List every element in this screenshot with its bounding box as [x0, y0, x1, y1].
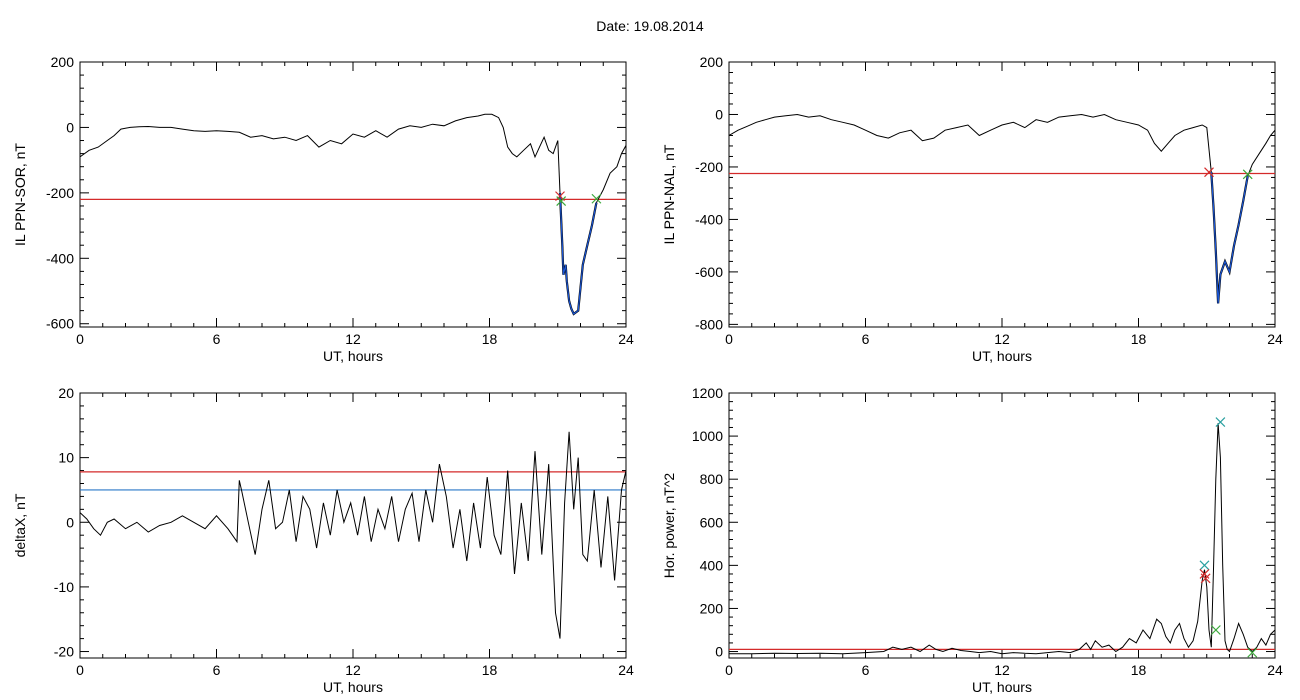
marker-stroke	[1242, 169, 1253, 180]
y-tick-label: 1000	[692, 428, 723, 444]
marker-stroke	[1199, 560, 1210, 571]
y-tick-label: -400	[46, 250, 74, 266]
marker-stroke	[1247, 647, 1258, 658]
data-series-line	[80, 113, 561, 193]
plot-frame	[728, 392, 1276, 659]
marker-stroke	[1215, 417, 1226, 428]
x-tick-label: 0	[725, 662, 733, 678]
y-tick-label: 0	[715, 106, 723, 122]
x-axis-label: UT, hours	[323, 679, 383, 695]
panel-power: 0 6 12 18 24 0 200 400 600 800 1000 1200 UT, hours Ho…	[661, 385, 1283, 695]
y-axis-label: Hor. power, nT^2	[661, 473, 677, 579]
date-title: Date: 19.08.2014	[596, 18, 704, 34]
plot-frame	[728, 61, 1276, 328]
x-tick-label: 6	[213, 662, 221, 678]
marker-stroke	[1199, 569, 1210, 579]
y-tick-label: 200	[700, 600, 724, 616]
marker-stroke	[1200, 573, 1211, 584]
y-tick-label: -200	[46, 185, 74, 201]
x-tick-label: 24	[1267, 331, 1283, 347]
y-tick-label: -600	[46, 316, 74, 332]
marker-stroke	[555, 191, 565, 202]
y-tick-label: -10	[54, 579, 74, 595]
marker-stroke	[1210, 625, 1221, 635]
x-tick-label: 0	[725, 331, 733, 347]
x-tick-label: 18	[482, 662, 498, 678]
x-tick-label: 18	[1131, 331, 1147, 347]
y-tick-label: 400	[700, 557, 724, 573]
x-tick-label: 12	[994, 331, 1010, 347]
panel-nal: 0 6 12 18 24 -800 -600 -400 -200 0 200 UT, hours IL …	[661, 54, 1283, 364]
event-marker	[556, 196, 567, 206]
x-tick-label: 0	[76, 662, 84, 678]
x-axis-label: UT, hours	[972, 348, 1032, 364]
x-tick-label: 24	[618, 331, 634, 347]
data-series-line	[80, 431, 626, 639]
y-axis-label: IL PPN-NAL, nT	[661, 144, 677, 244]
y-tick-label: 600	[700, 514, 724, 530]
x-tick-label: 12	[345, 662, 361, 678]
y-axis-label: IL PPN-SOR, nT	[12, 143, 28, 246]
x-tick-label: 24	[1267, 662, 1283, 678]
data-series-line	[729, 423, 1275, 655]
tail-series-line	[595, 145, 626, 203]
marker-stroke	[556, 196, 567, 206]
y-tick-label: 10	[58, 450, 74, 466]
plot-frame	[79, 61, 627, 328]
y-tick-label: -400	[695, 211, 723, 227]
x-tick-label: 12	[994, 662, 1010, 678]
event-series-line	[559, 192, 597, 315]
y-tick-label: -20	[54, 644, 74, 660]
event-marker	[1247, 647, 1258, 658]
marker-stroke	[1204, 167, 1214, 178]
panel-sor: 0 6 12 18 24 -600 -400 -200 0 200 UT, hours IL PPN-…	[12, 54, 634, 364]
event-marker	[1242, 169, 1253, 180]
event-marker	[1199, 560, 1210, 571]
x-axis-label: UT, hours	[323, 348, 383, 364]
y-tick-label: 800	[700, 471, 724, 487]
event-marker	[1200, 573, 1211, 584]
y-tick-label: 0	[715, 644, 723, 660]
x-tick-label: 6	[862, 331, 870, 347]
event-marker	[1210, 625, 1221, 635]
y-tick-label: -200	[695, 159, 723, 175]
y-tick-label: 200	[51, 54, 75, 70]
y-tick-label: 20	[58, 385, 74, 401]
event-marker	[591, 193, 602, 204]
data-series-line	[729, 113, 1212, 173]
panel-deltax: 0 6 12 18 24 -20 -10 0 10 20 UT, hours deltaX, nT	[12, 385, 634, 695]
y-tick-label: 200	[700, 54, 724, 70]
y-axis-label: deltaX, nT	[12, 493, 28, 557]
y-tick-label: -600	[695, 264, 723, 280]
y-tick-label: -800	[695, 316, 723, 332]
marker-stroke	[591, 193, 602, 204]
event-series-line	[1210, 172, 1249, 304]
x-tick-label: 18	[482, 331, 498, 347]
tail-series-line	[1247, 129, 1275, 177]
y-tick-label: 0	[66, 119, 74, 135]
event-marker	[1204, 167, 1214, 178]
y-tick-label: 1200	[692, 385, 723, 401]
event-marker	[1215, 417, 1226, 428]
x-tick-label: 12	[345, 331, 361, 347]
y-tick-label: 0	[66, 514, 74, 530]
x-tick-label: 6	[862, 662, 870, 678]
x-tick-label: 18	[1131, 662, 1147, 678]
x-tick-label: 24	[618, 662, 634, 678]
x-axis-label: UT, hours	[972, 679, 1032, 695]
event-series-outline	[558, 192, 598, 316]
x-tick-label: 6	[213, 331, 221, 347]
x-tick-label: 0	[76, 331, 84, 347]
